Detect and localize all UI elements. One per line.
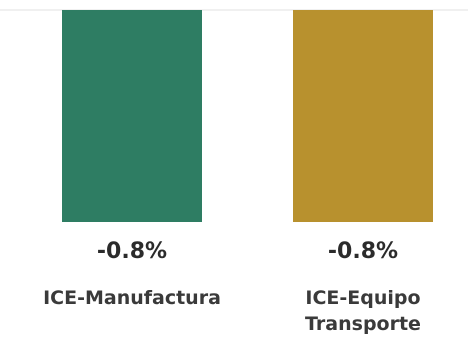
value-label-2: -0.8% [328, 239, 398, 264]
bars-group [62, 10, 433, 222]
bar-2 [293, 10, 433, 222]
category-label-2-line-2: Transporte [305, 313, 421, 335]
value-label-1: -0.8% [97, 239, 167, 264]
category-label-1: ICE-Manufactura [43, 287, 221, 309]
value-labels-group: -0.8% -0.8% [97, 239, 398, 264]
category-label-2-line-1: ICE-Equipo [305, 287, 420, 309]
category-labels-group: ICE-Manufactura ICE-Equipo Transporte [43, 287, 421, 335]
bar-1 [62, 10, 202, 222]
